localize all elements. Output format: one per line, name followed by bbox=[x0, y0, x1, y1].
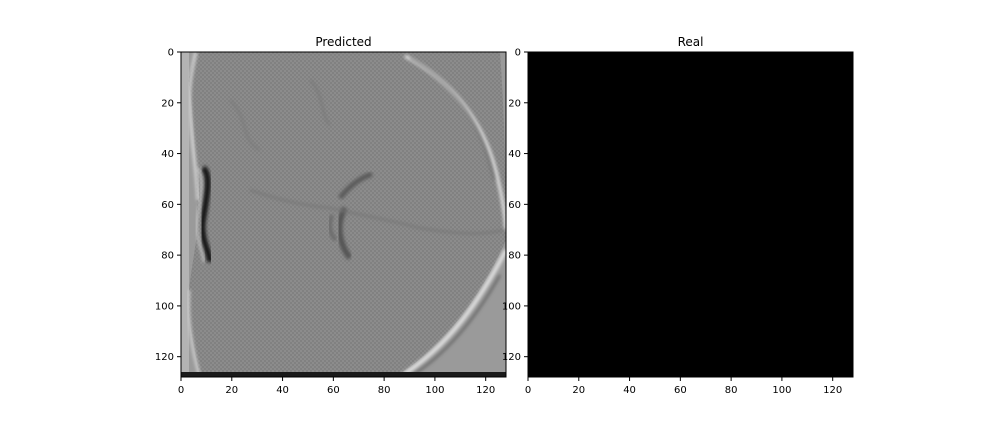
predicted-ticks: 0 20 40 60 80 100 120 0 20 40 60 80 100 120 bbox=[155, 48, 495, 397]
real-xtick-label: 20 bbox=[572, 385, 585, 396]
predicted-ytick-label: 60 bbox=[161, 200, 174, 211]
real-ytick-label: 0 bbox=[515, 48, 521, 59]
real-title: Real bbox=[678, 35, 704, 49]
predicted-xtick-label: 20 bbox=[225, 385, 238, 396]
predicted-xtick-label: 0 bbox=[178, 385, 184, 396]
predicted-xtick-label: 120 bbox=[476, 385, 495, 396]
real-xtick-label: 60 bbox=[674, 385, 687, 396]
predicted-xtick-label: 100 bbox=[425, 385, 444, 396]
real-xtick-label: 40 bbox=[623, 385, 636, 396]
real-xtick-label: 0 bbox=[525, 385, 531, 396]
predicted-xtick-label: 60 bbox=[327, 385, 340, 396]
predicted-ytick-label: 0 bbox=[168, 48, 174, 59]
real-ticks: 0 20 40 60 80 100 120 0 20 40 60 80 100 120 bbox=[502, 48, 842, 397]
real-ytick-label: 80 bbox=[508, 251, 521, 262]
real-ytick-label: 40 bbox=[508, 149, 521, 160]
predicted-ytick-label: 80 bbox=[161, 251, 174, 262]
real-ytick-label: 20 bbox=[508, 98, 521, 109]
real-axes-frame bbox=[527, 51, 854, 378]
real-ytick-label: 60 bbox=[508, 200, 521, 211]
predicted-ytick-label: 100 bbox=[155, 301, 174, 312]
real-ytick-label: 120 bbox=[502, 352, 521, 363]
predicted-xtick-label: 40 bbox=[276, 385, 289, 396]
real-image bbox=[528, 52, 853, 377]
predicted-ytick-label: 120 bbox=[155, 352, 174, 363]
real-xtick-label: 120 bbox=[823, 385, 842, 396]
real-xtick-label: 100 bbox=[772, 385, 791, 396]
predicted-ytick-label: 40 bbox=[161, 149, 174, 160]
real-ytick-label: 100 bbox=[502, 301, 521, 312]
predicted-image bbox=[181, 52, 506, 377]
predicted-axes-frame bbox=[180, 51, 507, 378]
predicted-title: Predicted bbox=[315, 35, 371, 49]
predicted-xtick-label: 80 bbox=[378, 385, 391, 396]
real-xtick-label: 80 bbox=[725, 385, 738, 396]
predicted-ytick-label: 20 bbox=[161, 98, 174, 109]
